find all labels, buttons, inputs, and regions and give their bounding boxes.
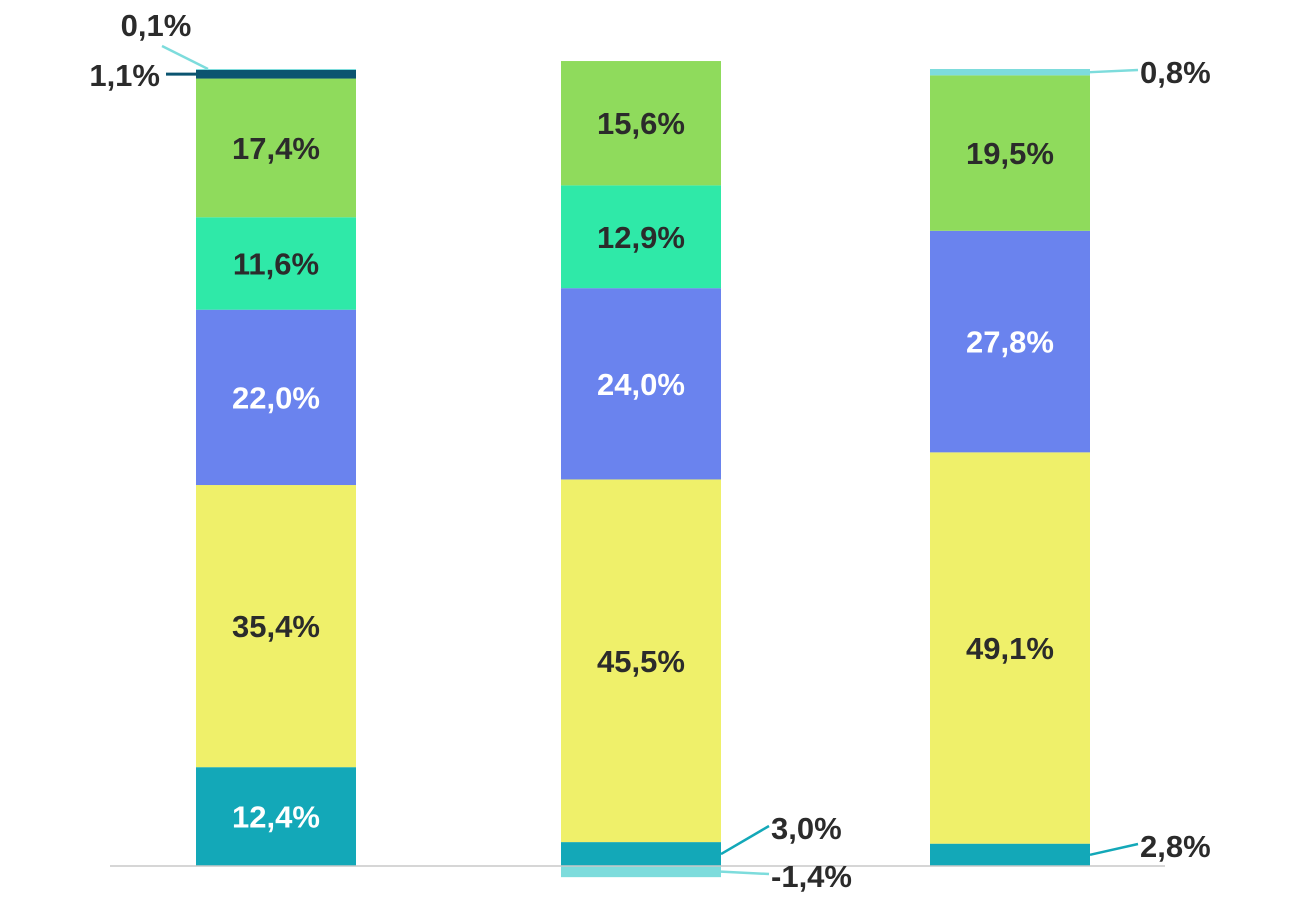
data-label-blue-3: 27,8% xyxy=(966,325,1054,360)
bar-segment-light-cyan-2 xyxy=(561,866,721,878)
leader-line-light-cyan-3 xyxy=(1089,68,1139,74)
bar-segment-light-cyan-1 xyxy=(196,69,356,70)
bar-segment-blue-3 xyxy=(930,230,1090,453)
bar-segment-navy-1 xyxy=(196,69,356,79)
data-label-light-cyan-1: 0,1% xyxy=(121,8,192,43)
bar-segment-mint-1 xyxy=(196,217,356,310)
data-label-mint-2: 12,9% xyxy=(597,220,685,255)
data-label-yellow-2: 45,5% xyxy=(597,644,685,679)
data-label-teal-1: 12,4% xyxy=(232,800,320,835)
data-label-navy-1: 1,1% xyxy=(89,58,160,93)
data-label-light-cyan-2: -1,4% xyxy=(771,859,852,894)
leader-line-light-cyan-2 xyxy=(720,870,770,876)
bar-segment-teal-1 xyxy=(196,767,356,866)
bar-segment-blue-1 xyxy=(196,309,356,486)
data-label-mint-1: 11,6% xyxy=(233,246,319,281)
bar-segment-teal-3 xyxy=(930,843,1090,866)
leader-line-teal-3 xyxy=(1089,842,1139,857)
bar-segment-green-2 xyxy=(561,61,721,186)
bar-segment-teal-2 xyxy=(561,842,721,866)
data-label-blue-1: 22,0% xyxy=(232,380,320,415)
data-label-light-cyan-3: 0,8% xyxy=(1140,55,1211,90)
bar-segment-green-1 xyxy=(196,78,356,218)
leader-line-light-cyan-1 xyxy=(161,44,209,71)
data-label-green-1: 17,4% xyxy=(232,131,320,166)
data-label-yellow-1: 35,4% xyxy=(232,609,320,644)
bar-segment-blue-2 xyxy=(561,288,721,480)
bar-segment-mint-2 xyxy=(561,185,721,289)
data-label-teal-3: 2,8% xyxy=(1140,829,1211,864)
data-label-yellow-3: 49,1% xyxy=(966,631,1054,666)
bar-segment-green-3 xyxy=(930,75,1090,231)
data-label-green-2: 15,6% xyxy=(597,106,685,141)
bar-segment-yellow-3 xyxy=(930,452,1090,844)
data-label-teal-2: 3,0% xyxy=(771,811,842,846)
bar-segment-yellow-1 xyxy=(196,485,356,768)
data-label-blue-2: 24,0% xyxy=(597,367,685,402)
bar-segment-yellow-2 xyxy=(561,479,721,843)
data-label-green-3: 19,5% xyxy=(966,136,1054,171)
leader-line-teal-2 xyxy=(720,824,770,856)
bar-segment-light-cyan-3 xyxy=(930,69,1090,76)
